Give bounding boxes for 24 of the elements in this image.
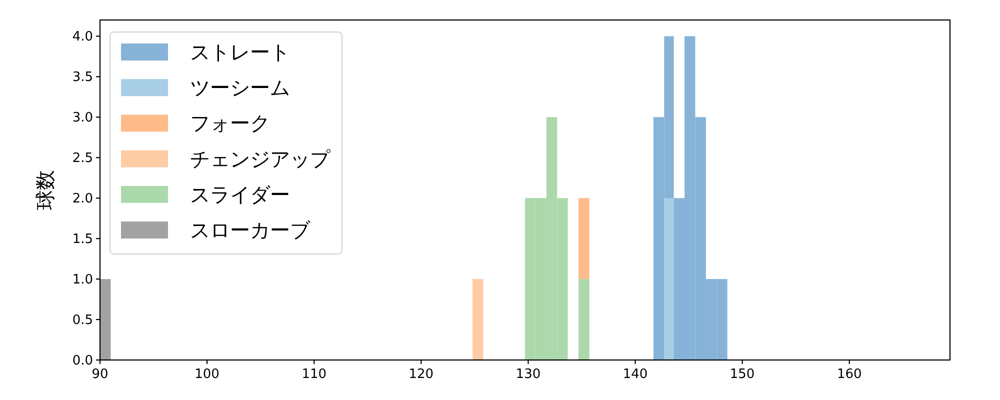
y-tick-label: 0.5 — [72, 313, 93, 328]
y-tick-label: 1.0 — [72, 272, 93, 288]
y-tick-label: 3.5 — [72, 70, 93, 86]
legend-label: フォーク — [190, 111, 270, 136]
legend-label: スライダー — [190, 182, 290, 206]
y-axis-title: 球数 — [33, 170, 57, 210]
y-tick-label: 1.5 — [72, 232, 93, 248]
x-tick-label: 160 — [836, 367, 862, 382]
x-tick-label: 120 — [408, 367, 434, 382]
y-tick-label: 0.0 — [72, 354, 93, 368]
y-tick-label: 3.0 — [72, 110, 93, 126]
x-tick-label: 110 — [302, 367, 327, 382]
legend-label: チェンジアップ — [190, 146, 330, 171]
legend-label: ツーシーム — [190, 76, 290, 100]
x-tick-label: 100 — [194, 367, 220, 382]
x-tick-label: 130 — [516, 367, 541, 382]
legend-label: ストレート — [190, 40, 290, 64]
x-tick-label: 140 — [622, 367, 648, 382]
y-tick-label: 2.5 — [72, 151, 93, 166]
y-tick-label: 2.0 — [72, 192, 93, 207]
x-tick-label: 90 — [92, 367, 108, 382]
y-tick-label: 4.0 — [72, 30, 93, 45]
x-tick-label: 150 — [730, 367, 755, 382]
legend-label: スローカーブ — [190, 218, 310, 242]
